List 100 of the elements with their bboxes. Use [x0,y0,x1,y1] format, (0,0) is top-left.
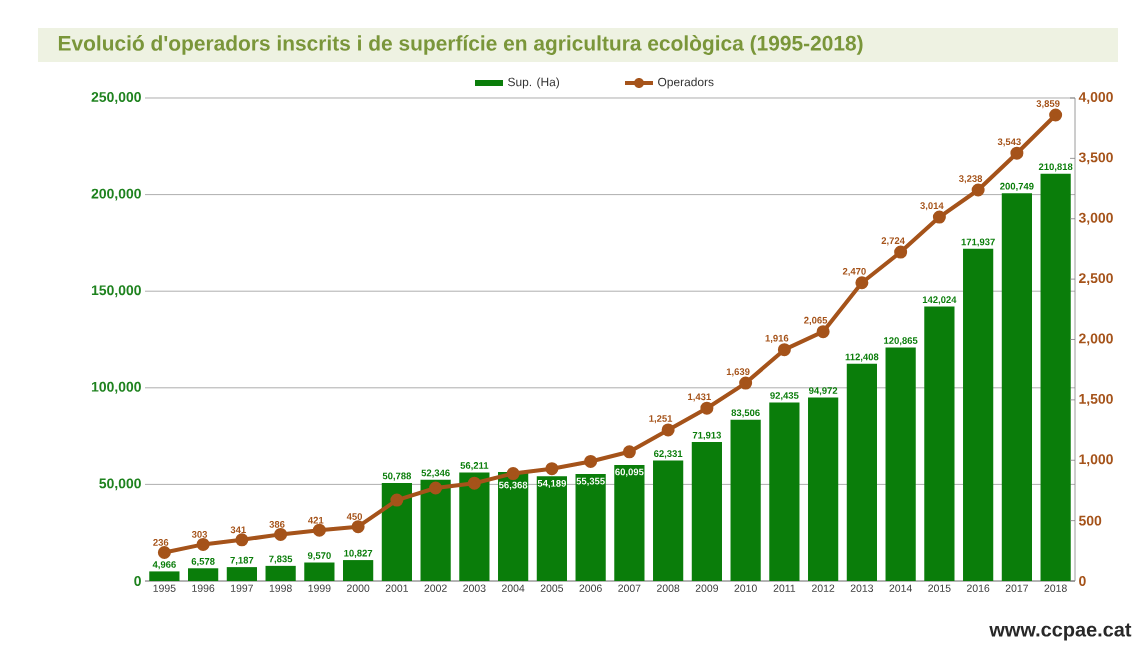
x-tick-label: 2010 [734,584,757,592]
text: www.ccpae.cat [989,623,1132,641]
y-tick-label: 150,000 [91,285,141,298]
bar [381,482,412,581]
data-label: 200,749 [1000,182,1034,191]
y2-tick-label: 3,500 [1078,152,1113,165]
chart-title: Evolució d'operadors inscrits i de superfície en agricultura ecològica (1995-2018) [58,35,863,55]
point [506,467,520,481]
y-tick-label: 0 [134,576,141,586]
point [777,343,791,357]
point [1010,146,1024,160]
bar [1040,173,1071,581]
data-label: 236 [153,539,169,546]
point [545,462,559,476]
point [739,376,753,390]
bar [963,248,994,581]
x-tick-label: 2004 [502,584,525,592]
point [429,481,443,495]
bar [149,571,180,581]
bar [498,472,529,581]
point [661,423,675,437]
point [351,520,365,534]
data-label: 2,470 [842,267,866,277]
x-tick-label: 2013 [850,584,874,592]
x-tick-label: 2000 [347,584,370,592]
x-tick-label: 1999 [308,584,331,592]
y2-tick-label: 0 [1079,576,1086,586]
point [700,401,714,415]
data-label: 56,211 [460,462,489,471]
x-tick-label: 2001 [385,584,408,592]
data-label: 142,024 [922,296,957,305]
data-label: 303 [191,531,208,538]
data-label: 55,355 [576,477,605,486]
bar [924,306,955,581]
x-tick-label: 2009 [695,584,719,592]
data-label: 1,251 [649,415,673,424]
data-label: 1,916 [765,334,789,343]
data-label: 9,570 [307,552,331,561]
bar [769,402,800,581]
bar [265,565,296,581]
data-label: 3,014 [920,202,944,211]
point [1049,108,1063,122]
data-label: 7,835 [269,555,293,564]
y-tick-label: 200,000 [91,188,141,201]
data-label: 2,724 [881,237,905,246]
point [235,533,249,547]
y2-tick-label: 2,500 [1079,273,1113,286]
data-label: 56,368 [498,481,528,490]
x-tick-label: 2008 [657,584,680,592]
x-tick-label: 2011 [773,584,796,592]
x-tick-label: 2015 [928,584,951,592]
data-label: 1,431 [688,393,711,402]
x-tick-label: 2005 [540,584,564,592]
x-tick-label: 2003 [463,584,486,592]
x-tick-label: 2007 [618,584,641,592]
bar [459,472,490,581]
data-label: 94,972 [808,387,838,396]
x-tick-label: 2016 [967,584,990,592]
x-tick-label: 2012 [812,584,835,592]
y2-tick-label: 500 [1078,515,1102,526]
x-tick-label: 2017 [1005,584,1028,592]
x-tick-label: 2014 [889,584,912,592]
point [894,245,908,259]
bar [575,474,606,581]
point [622,445,636,459]
x-tick-label: 1997 [231,584,253,592]
point [312,523,326,537]
bar [343,560,374,581]
data-label: 3,238 [958,175,983,184]
data-label: 171,937 [961,238,995,247]
bar [808,397,839,581]
bar [730,419,761,581]
y2-tick-label: 2,000 [1079,333,1113,346]
y2-tick-label: 1,500 [1079,393,1113,406]
point [584,454,598,468]
data-label: 62,331 [654,450,683,459]
data-label: 2,065 [804,316,828,325]
x-tick-label: 1995 [153,584,176,592]
data-label: 341 [230,526,246,534]
data-label: 421 [308,516,324,524]
y2-tick-label: 4,000 [1078,92,1113,104]
data-label: 6,578 [191,558,215,567]
x-tick-label: 1996 [192,584,215,592]
bar [653,460,684,581]
bar [536,476,567,581]
x-tick-label: 1998 [269,584,292,592]
data-label: 120,865 [884,337,918,346]
data-label: 386 [269,520,285,528]
bar [420,479,451,581]
y-tick-label: 250,000 [91,92,141,104]
point [932,210,946,224]
data-label: 10,827 [344,549,373,558]
data-label: 4,966 [152,561,176,570]
data-label: 210,818 [1038,163,1073,172]
legend-label: Operadors [658,77,714,89]
data-label: 450 [346,513,363,520]
bar [614,464,645,581]
y-tick-label: 50,000 [99,478,141,491]
x-tick-label: 2018 [1044,584,1067,592]
bar [1001,193,1032,581]
